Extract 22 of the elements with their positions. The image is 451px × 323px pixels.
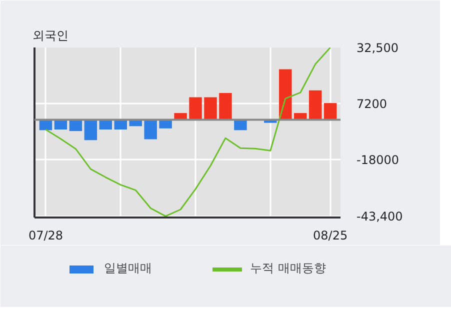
bar (324, 103, 337, 120)
x-tick-label: 08/25 (313, 228, 348, 242)
bar (189, 97, 202, 120)
x-tick-label: 07/28 (28, 228, 64, 242)
bar (234, 120, 247, 130)
y-tick-label: 7200 (356, 97, 388, 112)
y-tick-label: 32,500 (356, 41, 398, 55)
legend-label: 일별매매 (104, 260, 152, 277)
bar (69, 120, 82, 132)
bar (144, 120, 157, 140)
bar (114, 120, 127, 130)
bar (219, 93, 232, 120)
chart-title: 외국인 (32, 28, 68, 42)
bar (308, 90, 322, 120)
bar (204, 97, 217, 120)
bar (99, 120, 112, 130)
bar (54, 120, 68, 130)
legend-label: 누적 매매동향 (250, 260, 326, 277)
y-tick-label: -43,400 (356, 210, 403, 224)
bar (84, 120, 98, 140)
bar (159, 120, 172, 128)
y-tick-label: -18000 (356, 153, 400, 168)
